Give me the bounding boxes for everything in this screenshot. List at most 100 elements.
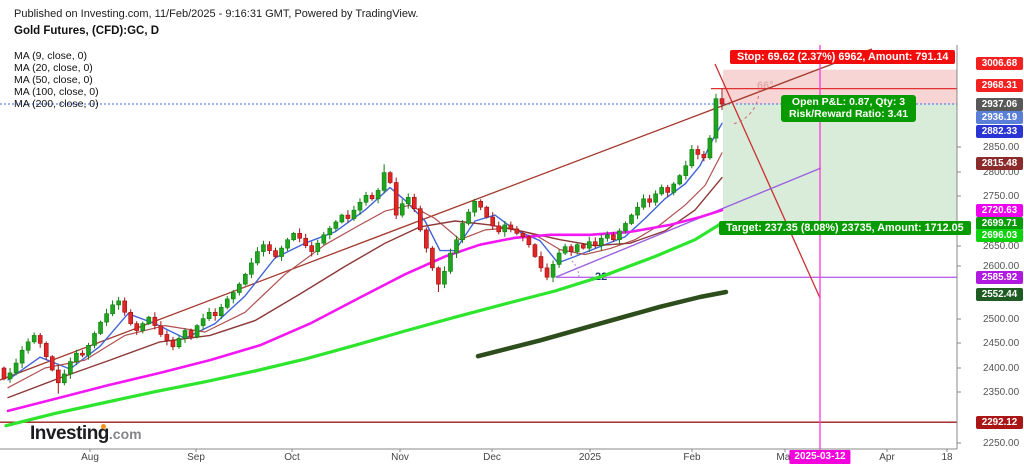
- candle-body: [56, 369, 61, 384]
- candle-body: [224, 298, 230, 308]
- price-tick-label: 2800.00: [983, 167, 1020, 178]
- candle-body: [267, 244, 272, 251]
- candle-body: [7, 372, 13, 380]
- price-badge: 2552.44: [976, 287, 1023, 301]
- candle-body: [74, 352, 79, 362]
- candle-body: [411, 197, 417, 209]
- time-tick-label: Aug: [81, 452, 99, 463]
- price-tick-label: 2850.00: [983, 142, 1020, 153]
- candle-body: [68, 361, 73, 375]
- candle-body: [146, 316, 152, 324]
- candle-body: [436, 267, 441, 285]
- candle-body: [110, 304, 115, 315]
- candle-body: [194, 325, 200, 338]
- stop-order-label[interactable]: Stop: 69.62 (2.37%) 6962, Amount: 791.14: [730, 50, 956, 64]
- ma20-line: [7, 152, 723, 389]
- published-caption: Published on Investing.com, 11/Feb/2025 …: [14, 8, 419, 20]
- candle-body: [291, 233, 296, 241]
- candle-body: [671, 183, 677, 193]
- candle-body: [574, 244, 580, 252]
- candle-body: [369, 195, 375, 200]
- candle-body: [261, 244, 266, 252]
- candle-body: [19, 349, 25, 364]
- time-tick-label: 2025: [578, 452, 602, 463]
- candle-body: [164, 334, 170, 341]
- price-badge: 3006.68: [976, 56, 1023, 70]
- candle-body: [152, 316, 158, 326]
- candle-body: [544, 267, 550, 278]
- price-badge: 2292.12: [976, 415, 1023, 429]
- candle-body: [442, 271, 447, 285]
- candle-body: [140, 323, 146, 331]
- logo-tld-text: .com: [108, 426, 142, 442]
- legend-ma20[interactable]: MA (20, close, 0): [14, 62, 93, 74]
- candle-body: [496, 225, 502, 233]
- candle-body: [677, 175, 683, 185]
- candle-body: [315, 242, 321, 252]
- candle-body: [122, 300, 127, 313]
- candle-body: [387, 172, 393, 183]
- candle-body: [345, 214, 351, 219]
- candle-body: [701, 154, 707, 159]
- candle-body: [49, 356, 55, 371]
- candle-body: [647, 198, 652, 203]
- time-tick-label: 18: [941, 452, 953, 463]
- candle-body: [116, 300, 121, 306]
- candle-body: [182, 330, 188, 339]
- price-badge: 2815.48: [976, 156, 1023, 170]
- candle-body: [62, 373, 67, 384]
- candle-body: [255, 251, 260, 264]
- legend-ma200[interactable]: MA (200, close, 0): [14, 98, 99, 110]
- candle-body: [351, 209, 357, 219]
- candle-body: [200, 318, 206, 326]
- candle-body: [611, 234, 616, 241]
- legend-ma50[interactable]: MA (50, close, 0): [14, 74, 93, 86]
- candle-body: [484, 206, 489, 218]
- candle-body: [43, 343, 49, 357]
- investing-logo: Investing.com: [30, 423, 142, 445]
- candle-body: [13, 362, 19, 374]
- candle-body: [218, 307, 224, 317]
- candle-body: [128, 311, 134, 324]
- candle-body: [550, 264, 556, 278]
- candle-body: [623, 223, 628, 232]
- candle-body: [158, 325, 164, 335]
- candle-body: [538, 256, 544, 269]
- candle-body: [357, 201, 363, 211]
- candle-body: [568, 246, 574, 252]
- target-zone: [723, 104, 957, 222]
- candle-body: [520, 233, 526, 238]
- price-badge: 2699.71: [976, 216, 1023, 230]
- uptrend-66: [0, 48, 873, 381]
- candle-body: [98, 321, 103, 334]
- candle-body: [333, 221, 339, 229]
- candle-body: [719, 98, 725, 105]
- candle-body: [526, 236, 532, 245]
- candle-body: [508, 224, 514, 230]
- candle-body: [695, 149, 701, 155]
- candle-body: [285, 239, 290, 249]
- candle-body: [659, 187, 664, 195]
- date-axis-badge: 2025-03-12: [789, 450, 851, 464]
- price-badge: 2585.92: [976, 270, 1023, 284]
- gann-22-ray: [555, 167, 822, 278]
- candle-body: [1, 367, 7, 380]
- time-tick-label: Oct: [284, 452, 300, 463]
- time-tick-label: Apr: [879, 452, 895, 463]
- target-order-label[interactable]: Target: 237.35 (8.08%) 23735, Amount: 17…: [719, 221, 971, 235]
- price-tick-label: 2400.00: [983, 363, 1020, 374]
- candle-body: [430, 247, 435, 269]
- candle-body: [454, 239, 459, 254]
- candle-body: [104, 313, 109, 323]
- price-badge: 2696.03: [976, 228, 1023, 242]
- candle-body: [617, 230, 622, 241]
- fan-down: [714, 63, 821, 299]
- candle-body: [230, 292, 236, 300]
- open-pnl-label[interactable]: Open P&L: 0.87, Qty: 3 Risk/Reward Ratio…: [781, 95, 917, 122]
- legend-ma100[interactable]: MA (100, close, 0): [14, 86, 99, 98]
- candle-body: [279, 247, 284, 257]
- price-tick-label: 2750.00: [983, 191, 1020, 202]
- legend-ma9[interactable]: MA (9, close, 0): [14, 50, 87, 62]
- candle-body: [297, 233, 302, 239]
